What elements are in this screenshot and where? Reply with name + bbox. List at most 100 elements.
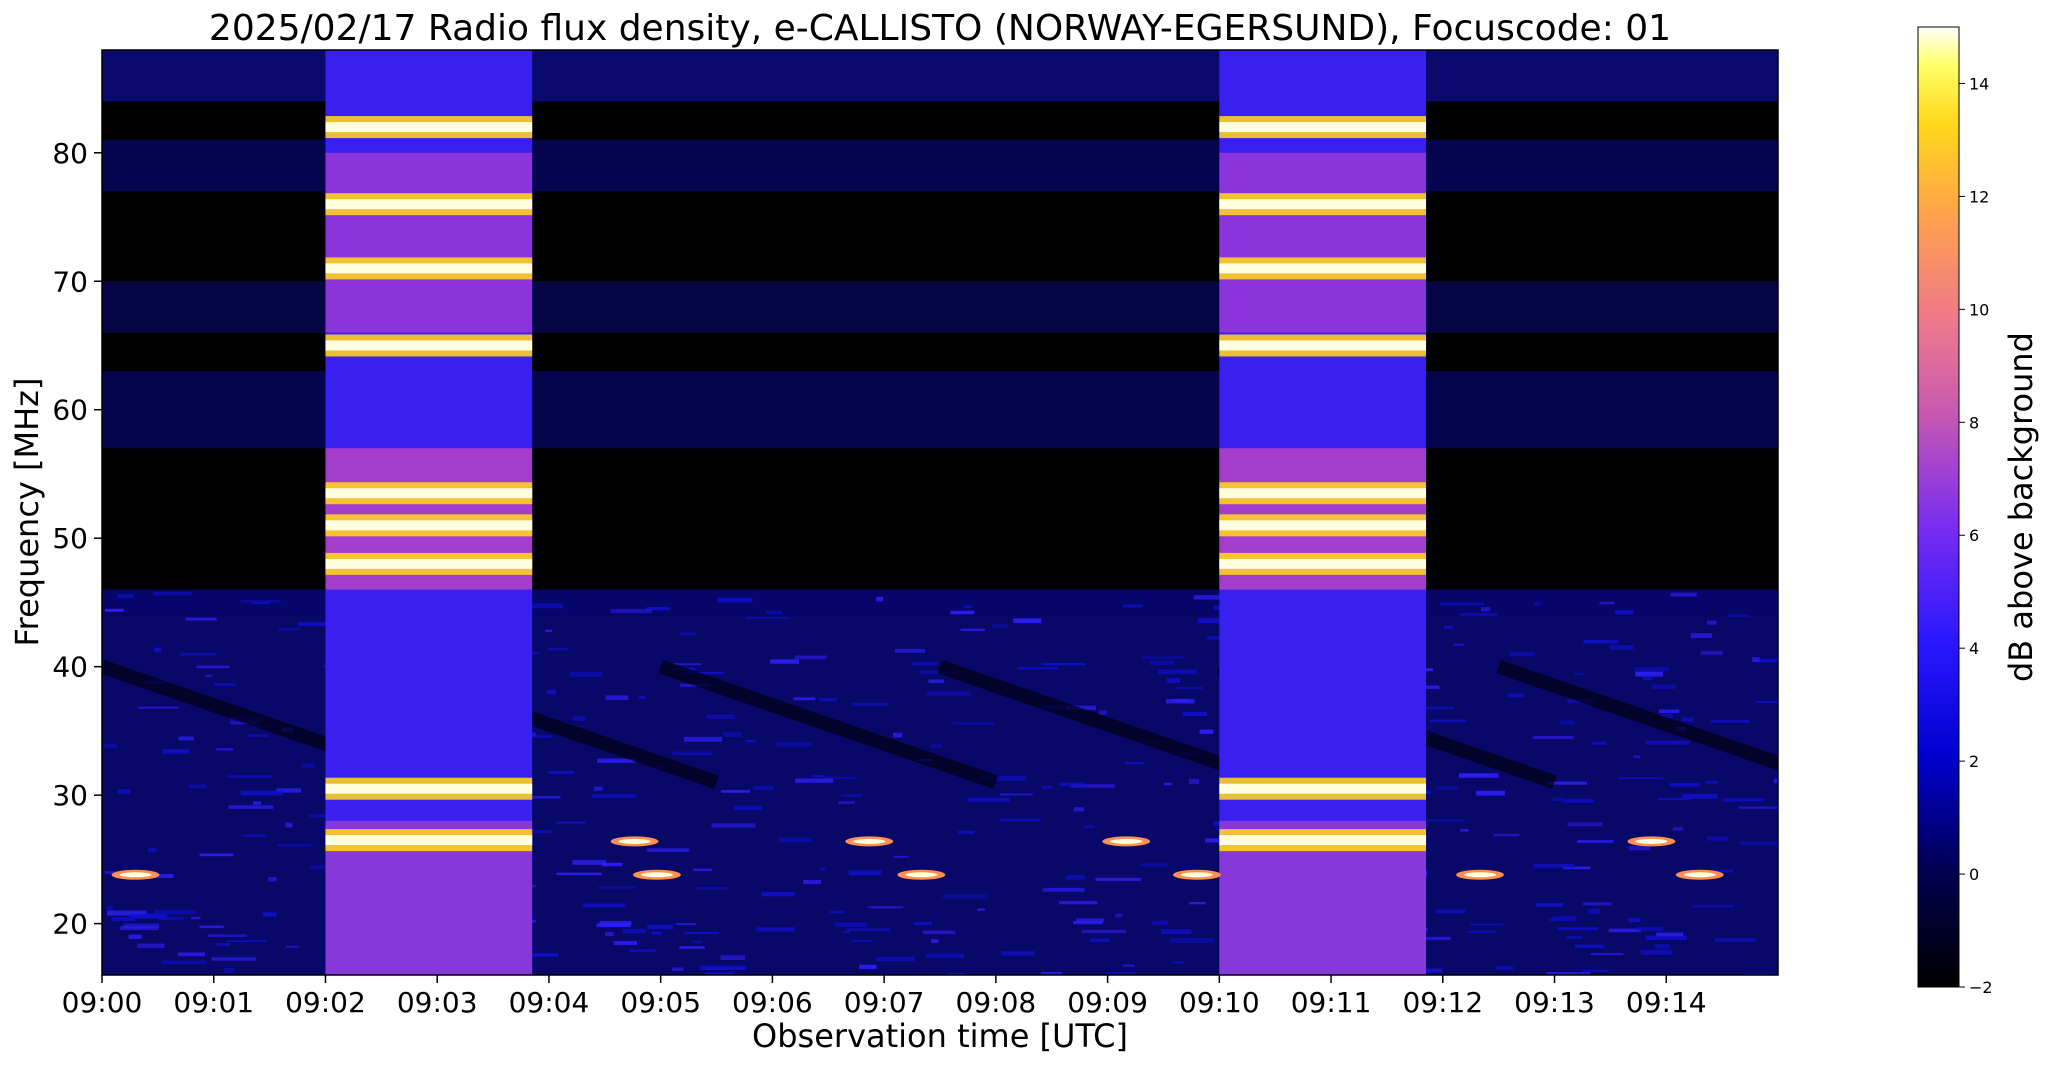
calibration-band <box>1219 488 1427 499</box>
noise-streak <box>638 695 646 700</box>
noise-streak <box>838 801 855 804</box>
noise-streak <box>893 732 903 738</box>
noise-streak <box>301 763 315 768</box>
noise-streak <box>930 744 942 748</box>
noise-streak <box>129 913 168 919</box>
noise-streak <box>681 671 725 675</box>
noise-streak <box>852 702 888 706</box>
y-tick-label: 50 <box>52 522 88 555</box>
noise-streak <box>1590 953 1624 956</box>
noise-streak <box>128 934 142 940</box>
noise-streak <box>1654 944 1670 949</box>
noise-streak <box>123 923 160 929</box>
calibration-band <box>1219 122 1427 133</box>
y-tick-label: 60 <box>52 394 88 427</box>
noise-streak <box>1755 701 1778 704</box>
noise-streak <box>1714 938 1756 942</box>
noise-streak <box>262 912 277 917</box>
noise-streak <box>1567 822 1603 827</box>
colorbar-tick-label: 12 <box>1969 187 1989 206</box>
calibration-band <box>1219 520 1427 531</box>
x-tick-label: 09:11 <box>1291 986 1372 1019</box>
noise-streak <box>1059 782 1085 787</box>
noise-streak <box>582 903 626 908</box>
noise-streak <box>964 605 972 609</box>
noise-streak <box>947 973 966 975</box>
noise-streak <box>1690 633 1713 639</box>
calibration-band <box>1219 835 1427 846</box>
colorbar-tick-label: 4 <box>1969 639 1979 658</box>
noise-streak <box>523 795 561 799</box>
noise-streak <box>190 916 201 920</box>
noise-streak <box>1706 836 1728 841</box>
noise-streak <box>1423 970 1438 973</box>
noise-streak <box>770 659 799 664</box>
noise-streak <box>208 934 247 938</box>
noise-streak <box>117 594 134 599</box>
x-tick-label: 09:10 <box>1179 986 1260 1019</box>
noise-streak <box>1582 969 1609 972</box>
noise-streak <box>1534 601 1541 606</box>
noise-streak <box>298 622 333 627</box>
noise-streak <box>700 965 746 970</box>
calibration-band <box>325 263 533 274</box>
noise-streak <box>1169 938 1215 944</box>
noise-streak <box>148 847 157 852</box>
noise-streak <box>1546 972 1591 975</box>
noise-streak <box>103 743 117 748</box>
noise-streak <box>911 661 938 666</box>
noise-streak <box>1634 666 1670 672</box>
colorbar-tick-label: 8 <box>1969 413 1979 432</box>
noise-streak <box>1536 903 1564 907</box>
noise-streak <box>596 923 631 928</box>
noise-streak <box>1016 666 1059 670</box>
noise-streak <box>1711 720 1750 723</box>
noise-streak <box>598 886 636 889</box>
noise-streak <box>1444 625 1453 630</box>
y-tick-label: 30 <box>52 779 88 812</box>
noise-streak <box>829 910 845 914</box>
noise-streak <box>1041 662 1086 666</box>
noise-streak <box>1583 640 1619 644</box>
noise-streak <box>675 923 696 926</box>
noise-streak <box>1563 799 1594 803</box>
noise-streak <box>601 862 623 867</box>
noise-streak <box>605 932 614 937</box>
noise-streak <box>1659 714 1673 719</box>
calibration-band <box>325 340 533 351</box>
noise-streak <box>1197 618 1234 624</box>
colorbar-gradient <box>1917 26 1960 988</box>
noise-streak <box>285 945 299 948</box>
noise-streak <box>199 853 234 857</box>
noise-streak <box>277 843 312 847</box>
noise-streak <box>1628 846 1650 851</box>
noise-streak <box>1140 863 1168 867</box>
noise-streak <box>752 785 774 790</box>
noise-streak <box>1429 719 1467 722</box>
y-tick-label: 40 <box>52 651 88 684</box>
noise-streak <box>276 788 302 793</box>
noise-streak <box>695 886 728 890</box>
noise-streak <box>1774 778 1778 784</box>
noise-streak <box>1188 778 1200 784</box>
noise-streak <box>1635 671 1663 677</box>
noise-streak <box>693 940 703 943</box>
noise-streak <box>1070 784 1115 788</box>
noise-streak <box>277 628 300 631</box>
noise-streak <box>106 905 113 911</box>
noise-streak <box>162 749 190 754</box>
calibration-band <box>325 199 533 210</box>
noise-streak <box>723 731 742 737</box>
noise-streak <box>594 786 603 791</box>
noise-streak <box>178 736 194 741</box>
noise-streak <box>547 689 556 695</box>
colorbar-label: dB above background <box>2002 332 2040 682</box>
drift-track <box>1496 660 1778 771</box>
colorbar-ticks: −2 0 2 4 6 8 10 12 14 <box>1959 74 1993 997</box>
calibration-band <box>1219 340 1427 351</box>
noise-streak <box>1470 923 1504 926</box>
noise-streak <box>556 872 602 876</box>
noise-streak <box>1587 909 1601 914</box>
noise-streak <box>153 591 192 596</box>
noise-streak <box>1740 841 1778 846</box>
